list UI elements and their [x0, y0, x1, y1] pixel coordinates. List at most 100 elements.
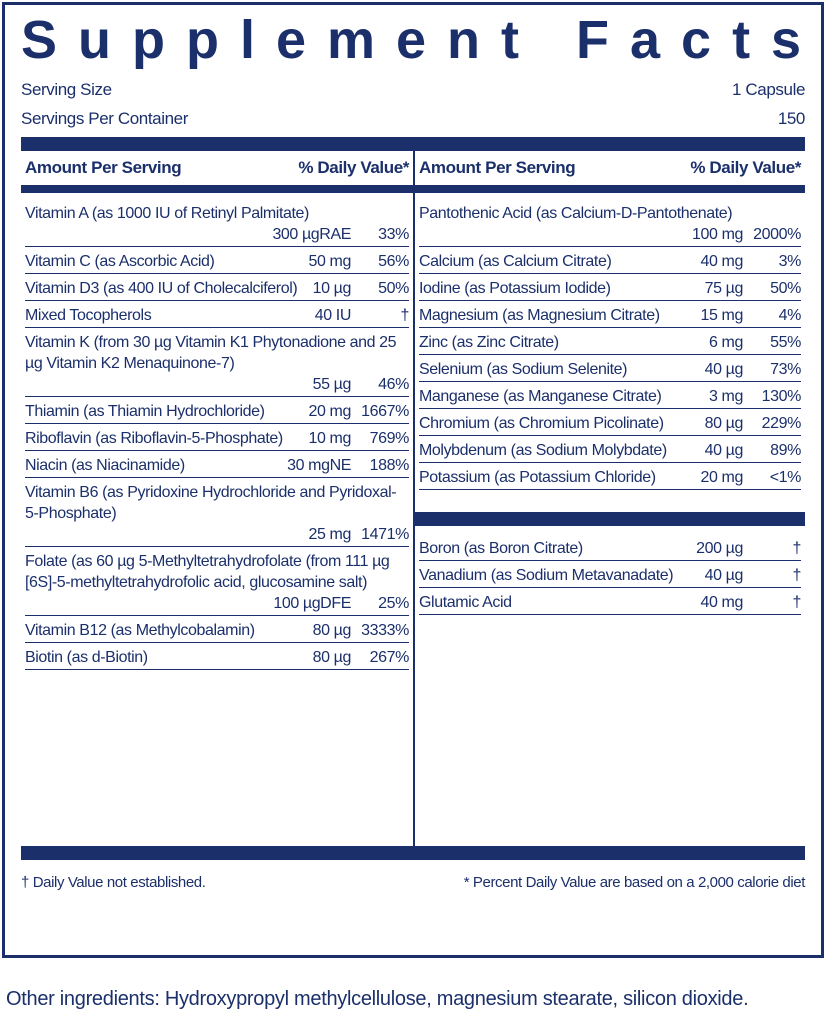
- nutrient-row: Biotin (as d-Biotin) 80 µg 267%: [25, 643, 409, 670]
- daily-value: 46%: [378, 376, 409, 393]
- footnotes: † Daily Value not established. * Percent…: [21, 860, 805, 891]
- amount: 40 IU: [314, 307, 352, 324]
- daily-value: 2000%: [753, 226, 801, 243]
- nutrient-row: Manganese (as Manganese Citrate) 3 mg 130%: [419, 382, 801, 409]
- nutrient-row: Niacin (as Niacinamide) 30 mgNE 188%: [25, 451, 409, 478]
- column-header: Amount Per Serving % Daily Value*: [21, 151, 413, 193]
- amount: 25 mg: [308, 526, 352, 543]
- amount-header: Amount Per Serving: [419, 158, 576, 177]
- amount: 10 mg: [308, 430, 352, 447]
- nutrient-name: Mixed Tocopherols: [25, 307, 152, 324]
- nutrient-row: Boron (as Boron Citrate) 200 µg †: [419, 534, 801, 561]
- values: 40 mg 3%: [701, 251, 802, 272]
- daily-value: †: [400, 307, 410, 324]
- nutrient-name: Glutamic Acid: [419, 594, 512, 611]
- nutrient-name: Calcium (as Calcium Citrate): [419, 253, 612, 270]
- column-header: Amount Per Serving % Daily Value*: [415, 151, 805, 193]
- nutrient-name: Boron (as Boron Citrate): [419, 540, 583, 557]
- nutrient-name: Vitamin D3 (as 400 IU of Cholecalciferol…: [25, 280, 298, 297]
- nutrient-row: Folate (as 60 µg 5-Methyltetrahydrofolat…: [25, 547, 409, 616]
- value: 150: [777, 109, 806, 128]
- nutrient-row: Iodine (as Potassium Iodide) 75 µg 50%: [419, 274, 801, 301]
- nutrient-name: Manganese (as Manganese Citrate): [419, 388, 662, 405]
- nutrient-name: Riboflavin (as Riboflavin-5-Phosphate): [25, 430, 283, 447]
- title: Supplement Facts: [21, 10, 823, 70]
- daily-value: 1471%: [361, 526, 409, 543]
- daily-value: 33%: [378, 226, 409, 243]
- amount: 80 µg: [312, 649, 352, 666]
- amount: 20 mg: [308, 403, 352, 420]
- values: 40 µg †: [704, 565, 802, 586]
- rows: Vitamin A (as 1000 IU of Retinyl Palmita…: [25, 193, 409, 670]
- daily-value: 769%: [369, 430, 410, 447]
- daily-value: <1%: [769, 469, 802, 486]
- nutrient-row: Pantothenic Acid (as Calcium-D-Pantothen…: [419, 199, 801, 247]
- nutrient-row: Chromium (as Chromium Picolinate) 80 µg 22…: [419, 409, 801, 436]
- nutrient-row: Zinc (as Zinc Citrate) 6 mg 55%: [419, 328, 801, 355]
- amount: 80 µg: [704, 415, 744, 432]
- supplement-facts: Supplement Facts Serving Size 1 Capsule …: [2, 2, 824, 958]
- divider: [21, 846, 805, 860]
- amount: 80 µg: [312, 622, 352, 639]
- values: 55 µg 46%: [312, 374, 410, 395]
- amount: 300 µgRAE: [272, 226, 351, 243]
- nutrient-name: Zinc (as Zinc Citrate): [419, 334, 559, 351]
- amount: 75 µg: [704, 280, 744, 297]
- values: 15 mg 4%: [700, 305, 802, 326]
- daily-value: 89%: [770, 442, 801, 459]
- daily-value: †: [792, 567, 802, 584]
- footnote: * Percent Daily Value are based on a 2,0…: [463, 874, 806, 891]
- values: 10 µg 50%: [312, 278, 410, 299]
- columns: Amount Per Serving % Daily Value* Vitamin …: [21, 151, 805, 846]
- daily-value: 1667%: [361, 403, 409, 420]
- nutrient-name: Selenium (as Sodium Selenite): [419, 361, 628, 378]
- nutrient-row: Riboflavin (as Riboflavin-5-Phosphate) 10…: [25, 424, 409, 451]
- daily-value: 25%: [378, 595, 409, 612]
- nutrient-name: Vitamin C (as Ascorbic Acid): [25, 253, 215, 270]
- values: 40 mg †: [700, 592, 802, 613]
- label: Serving Size: [21, 80, 112, 99]
- value: 1 Capsule: [732, 80, 805, 99]
- label: Servings Per Container: [21, 109, 188, 128]
- daily-value: †: [792, 594, 802, 611]
- nutrient-row: Molybdenum (as Sodium Molybdate) 40 µg 89%: [419, 436, 801, 463]
- footnote: † Daily Value not established.: [21, 874, 206, 891]
- daily-value: †: [792, 540, 802, 557]
- nutrient-name: Iodine (as Potassium Iodide): [419, 280, 611, 297]
- nutrient-row: Vitamin K (from 30 µg Vitamin K1 Phytona…: [25, 328, 409, 397]
- daily-value: 50%: [378, 280, 409, 297]
- nutrient-row: Calcium (as Calcium Citrate) 40 mg 3%: [419, 247, 801, 274]
- amount: 15 mg: [700, 307, 744, 324]
- nutrient-name: Vitamin A (as 1000 IU of Retinyl Palmita…: [25, 205, 309, 222]
- amount: 55 µg: [312, 376, 352, 393]
- daily-value: 3%: [778, 253, 802, 270]
- values: 6 mg 55%: [709, 332, 801, 353]
- values: 80 µg 3333%: [312, 620, 410, 641]
- divider: [415, 512, 805, 526]
- values: 300 µgRAE 33%: [272, 224, 409, 245]
- column: Amount Per Serving % Daily Value* Vitamin …: [21, 151, 413, 846]
- divider: [21, 137, 805, 151]
- nutrient-name: Biotin (as d-Biotin): [25, 649, 148, 666]
- amount: 10 µg: [312, 280, 352, 297]
- daily-value: 188%: [369, 457, 410, 474]
- nutrient-name: Vitamin B12 (as Methylcobalamin): [25, 622, 255, 639]
- amount: 40 mg: [700, 594, 744, 611]
- nutrient-name: Folate (as 60 µg 5-Methyltetrahydrofolat…: [25, 553, 390, 591]
- nutrient-row: Potassium (as Potassium Chloride) 20 mg <1…: [419, 463, 801, 490]
- serving-size: Serving Size 1 Capsule: [21, 75, 805, 104]
- nutrient-row: Thiamin (as Thiamin Hydrochloride) 20 mg 1…: [25, 397, 409, 424]
- other-ingredients: Other ingredients: Hydroxypropyl methylc…: [6, 988, 749, 1010]
- nutrient-name: Niacin (as Niacinamide): [25, 457, 185, 474]
- amount: 30 mgNE: [287, 457, 351, 474]
- nutrient-name: Molybdenum (as Sodium Molybdate): [419, 442, 667, 459]
- nutrient-row: Vitamin A (as 1000 IU of Retinyl Palmita…: [25, 199, 409, 247]
- values: 200 µg †: [696, 538, 801, 559]
- nutrient-name: Chromium (as Chromium Picolinate): [419, 415, 664, 432]
- dv-header: % Daily Value*: [298, 158, 409, 177]
- amount: 40 µg: [704, 567, 744, 584]
- amount: 6 mg: [709, 334, 743, 351]
- daily-value: 55%: [770, 334, 801, 351]
- values: 10 mg 769%: [308, 428, 410, 449]
- amount: 200 µg: [696, 540, 743, 557]
